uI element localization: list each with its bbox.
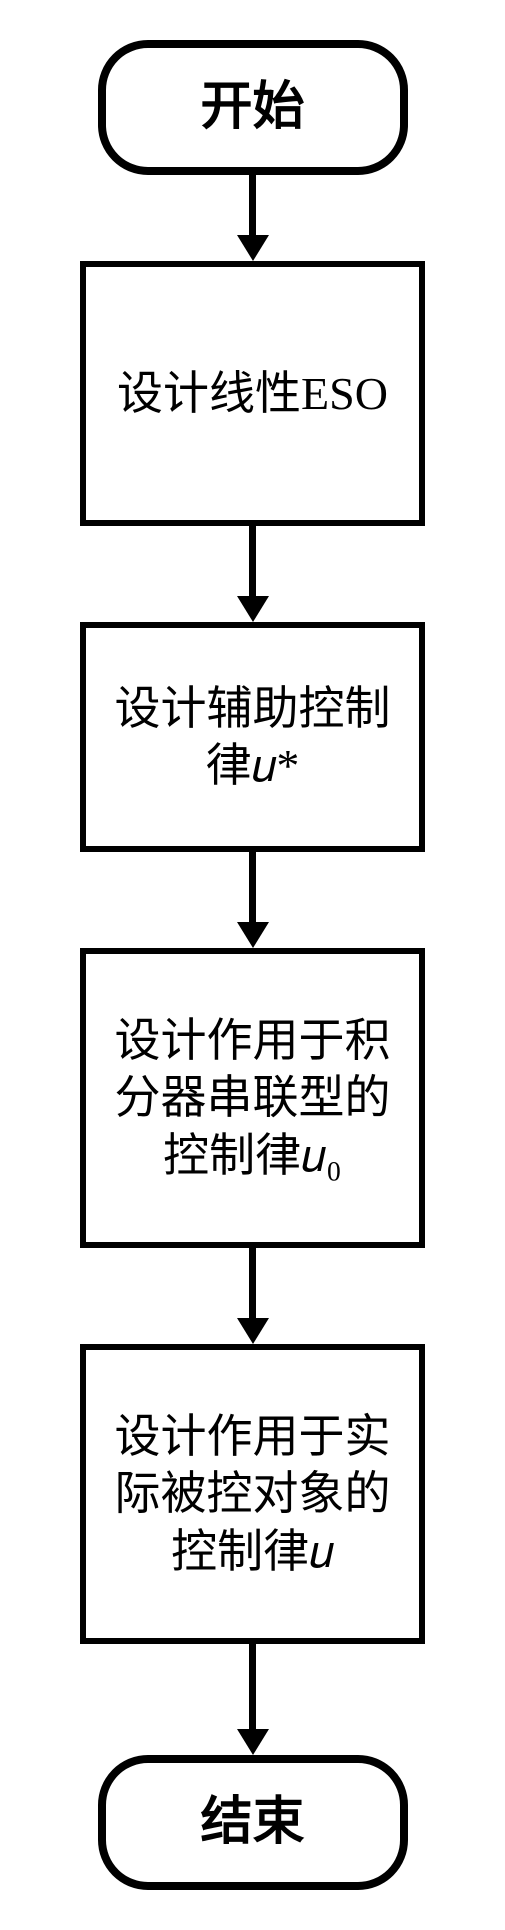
process-step-4: 设计作用于实际被控对象的控制律𝑢 xyxy=(80,1344,425,1644)
start-terminal: 开始 xyxy=(98,40,408,175)
arrow-line xyxy=(249,526,256,596)
process-step-2: 设计辅助控制律𝑢* xyxy=(80,622,425,852)
arrow-0 xyxy=(237,175,269,261)
arrow-line xyxy=(249,1644,256,1729)
arrow-head xyxy=(237,922,269,948)
arrow-head xyxy=(237,1318,269,1344)
arrow-head xyxy=(237,1729,269,1755)
end-terminal: 结束 xyxy=(98,1755,408,1890)
arrow-1 xyxy=(237,526,269,622)
arrow-line xyxy=(249,852,256,922)
arrow-3 xyxy=(237,1248,269,1344)
arrow-line xyxy=(249,1248,256,1318)
arrow-line xyxy=(249,175,256,235)
process-step-3: 设计作用于积分器串联型的控制律𝑢₀ xyxy=(80,948,425,1248)
arrow-4 xyxy=(237,1644,269,1755)
flowchart-container: 开始 设计线性ESO 设计辅助控制律𝑢* 设计作用于积分器串联型的控制律𝑢₀ 设… xyxy=(0,40,505,1890)
process-step-1: 设计线性ESO xyxy=(80,261,425,526)
arrow-2 xyxy=(237,852,269,948)
arrow-head xyxy=(237,235,269,261)
arrow-head xyxy=(237,596,269,622)
